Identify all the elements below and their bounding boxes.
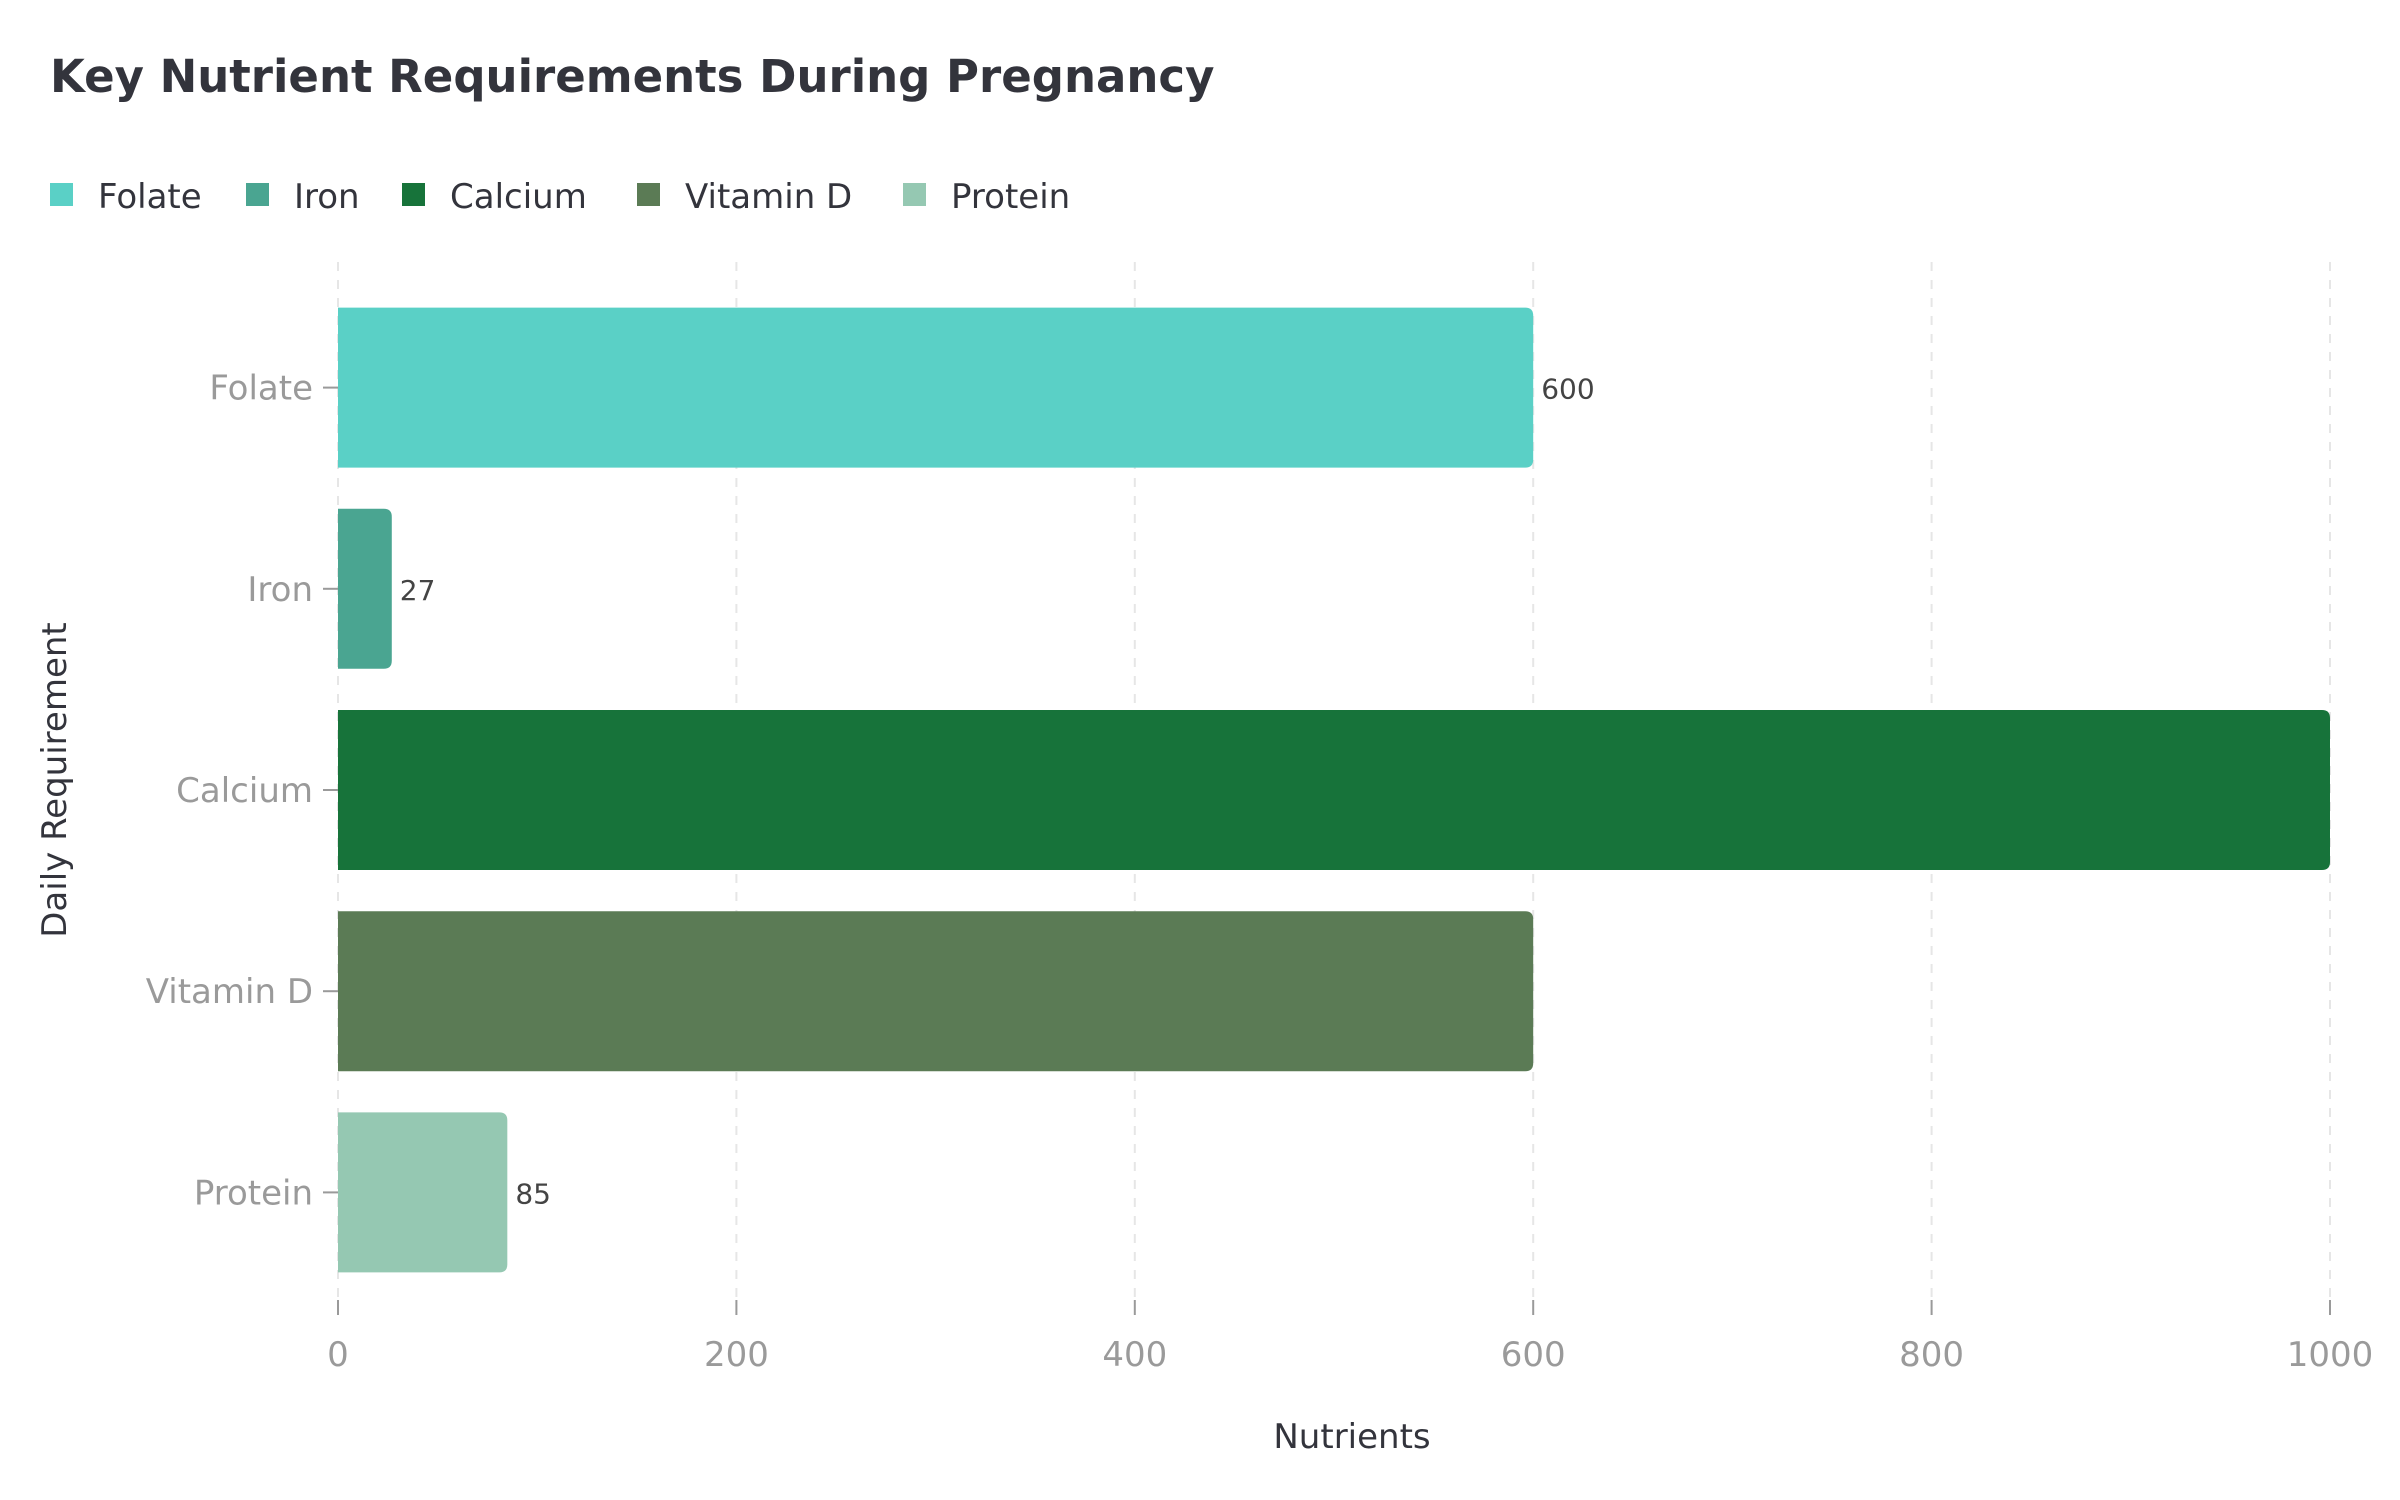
chart-title: Key Nutrient Requirements During Pregnan…: [50, 50, 1214, 103]
x-tick-label-1: 200: [704, 1335, 769, 1375]
y-tick-label-protein: Protein: [194, 1173, 313, 1213]
y-tick-label-iron: Iron: [247, 570, 313, 610]
legend-label-protein: Protein: [951, 177, 1070, 217]
legend-label-folate: Folate: [98, 177, 202, 217]
y-tick-label-calcium: Calcium: [176, 771, 313, 811]
legend-label-vitamin-d: Vitamin D: [685, 177, 852, 217]
bar-iron: [338, 509, 392, 669]
bar-protein: [338, 1112, 507, 1272]
x-tick-label-5: 1000: [2287, 1335, 2374, 1375]
y-tick-label-vitamin-d: Vitamin D: [146, 972, 313, 1012]
legend: Folate Iron Calcium Vitamin D Protein: [50, 177, 1070, 217]
x-tick-label-4: 800: [1899, 1335, 1964, 1375]
x-tick-label-2: 400: [1102, 1335, 1167, 1375]
value-label-iron: 27: [400, 574, 436, 607]
legend-label-calcium: Calcium: [450, 177, 587, 217]
y-axis-label: Daily Requirement: [35, 622, 75, 938]
bar-folate: [338, 308, 1533, 468]
legend-swatch-protein: [903, 183, 926, 206]
value-label-protein: 85: [515, 1177, 551, 1210]
legend-swatch-iron: [246, 183, 269, 206]
y-axis: Folate Iron Calcium Vitamin D Protein: [146, 369, 338, 1214]
y-tick-label-folate: Folate: [209, 369, 313, 409]
bar-vitamin-d: [338, 911, 1533, 1071]
legend-swatch-calcium: [402, 183, 425, 206]
x-tick-label-0: 0: [327, 1335, 349, 1375]
bars: 600 27 85: [338, 308, 2330, 1273]
legend-label-iron: Iron: [294, 177, 360, 217]
x-axis-label: Nutrients: [1273, 1417, 1430, 1457]
bar-calcium: [338, 710, 2330, 870]
value-label-folate: 600: [1541, 373, 1594, 406]
legend-swatch-folate: [50, 183, 73, 206]
x-tick-label-3: 600: [1501, 1335, 1566, 1375]
legend-swatch-vitamin-d: [637, 183, 660, 206]
x-axis: 0 200 400 600 800 1000: [327, 1300, 2373, 1375]
